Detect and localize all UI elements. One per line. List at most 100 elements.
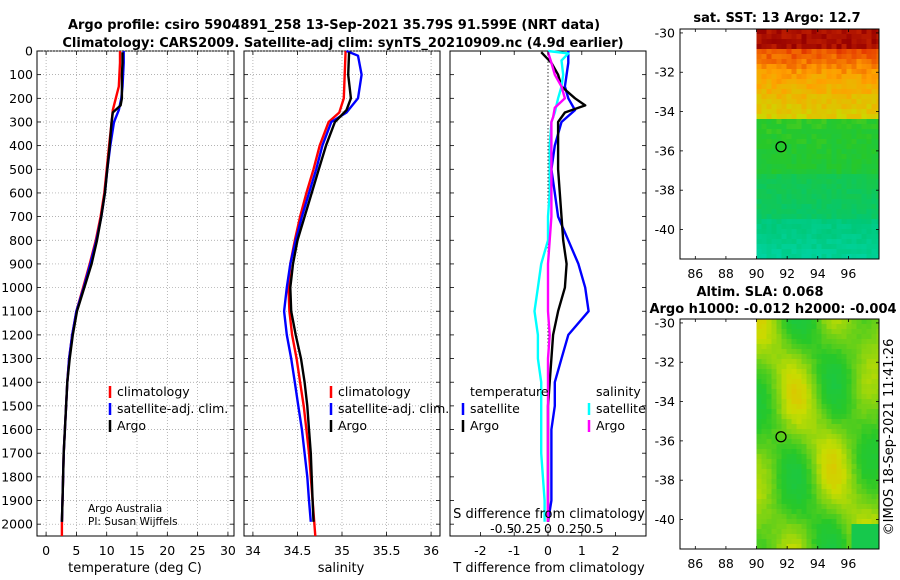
map-cell <box>821 234 827 240</box>
x-tick-label: 35.5 <box>373 543 401 558</box>
x-tick-label: 1 <box>578 543 586 558</box>
map-cell <box>786 514 792 520</box>
map-cell <box>796 74 802 80</box>
map-cell <box>876 194 880 200</box>
map-cell <box>846 174 852 180</box>
map-cell <box>761 494 767 500</box>
map-cell <box>791 419 797 425</box>
map-cell <box>796 34 802 40</box>
map-cell <box>851 354 857 360</box>
map-cell <box>806 119 812 125</box>
map-cell <box>766 134 772 140</box>
map-cell <box>771 399 777 405</box>
map-cell <box>766 384 772 390</box>
map-cell <box>791 544 797 550</box>
map-cell <box>866 139 872 145</box>
map-cell <box>766 254 772 260</box>
map-cell <box>766 209 772 215</box>
map-cell <box>761 444 767 450</box>
map-cell <box>816 424 822 430</box>
map-cell <box>871 204 877 210</box>
map-cell <box>766 359 772 365</box>
map-cell <box>821 319 827 325</box>
map-cell <box>836 49 842 55</box>
map-cell <box>796 329 802 335</box>
map-cell <box>831 539 837 545</box>
map-cell <box>801 159 807 165</box>
map-cell <box>836 44 842 50</box>
map-cell <box>766 49 772 55</box>
map-cell <box>801 524 807 530</box>
map-cell <box>801 454 807 460</box>
map-cell <box>771 139 777 145</box>
map-cell <box>771 514 777 520</box>
map-cell <box>821 94 827 100</box>
map-cell <box>781 404 787 410</box>
map-cell <box>846 479 852 485</box>
map-cell <box>781 124 787 130</box>
map-cell <box>816 124 822 130</box>
map-cell <box>861 199 867 205</box>
map-cell <box>806 59 812 65</box>
map-cell <box>781 209 787 215</box>
map-cell <box>811 334 817 340</box>
map-cell <box>871 484 877 490</box>
map-cell <box>806 429 812 435</box>
map-cell <box>846 469 852 475</box>
map-cell <box>776 224 782 230</box>
map-cell <box>841 379 847 385</box>
map-cell <box>786 414 792 420</box>
map-cell <box>811 114 817 120</box>
map-cell <box>811 444 817 450</box>
map-cell <box>866 114 872 120</box>
map-cell <box>871 59 877 65</box>
map-cell <box>761 344 767 350</box>
map-cell <box>821 39 827 45</box>
map-cell <box>831 49 837 55</box>
map-cell <box>816 324 822 330</box>
map-cell <box>801 334 807 340</box>
map-cell <box>801 89 807 95</box>
map-cell <box>786 489 792 495</box>
map-cell <box>841 504 847 510</box>
map-cell <box>761 429 767 435</box>
map-cell <box>861 224 867 230</box>
map-cell <box>876 159 880 165</box>
map-cell <box>826 249 832 255</box>
map-cell <box>771 484 777 490</box>
map-cell <box>851 39 857 45</box>
map-cell <box>821 219 827 225</box>
map-cell <box>756 179 762 185</box>
map-cell <box>826 184 832 190</box>
map-cell <box>866 124 872 130</box>
map-cell <box>841 514 847 520</box>
map-cell <box>861 189 867 195</box>
map-cell <box>761 59 767 65</box>
map-cell <box>766 114 772 120</box>
map-cell <box>811 124 817 130</box>
map-cell <box>811 154 817 160</box>
map-cell <box>856 504 862 510</box>
map-cell <box>791 124 797 130</box>
map-cell <box>806 544 812 550</box>
map-cell <box>831 439 837 445</box>
map-cell <box>836 229 842 235</box>
map-cell <box>866 364 872 370</box>
x-tick-label: 36 <box>423 543 439 558</box>
map-cell <box>821 444 827 450</box>
map-cell <box>826 359 832 365</box>
map-cell <box>871 479 877 485</box>
map-cell <box>761 184 767 190</box>
map-cell <box>836 39 842 45</box>
map-cell <box>866 409 872 415</box>
map-cell <box>871 324 877 330</box>
map-cell <box>851 509 857 515</box>
map-cell <box>801 484 807 490</box>
map-cell <box>851 209 857 215</box>
map-cell <box>771 469 777 475</box>
map-cell <box>786 34 792 40</box>
map-cell <box>831 34 837 40</box>
map-cell <box>781 179 787 185</box>
map-cell <box>811 359 817 365</box>
map-cell <box>801 29 807 35</box>
